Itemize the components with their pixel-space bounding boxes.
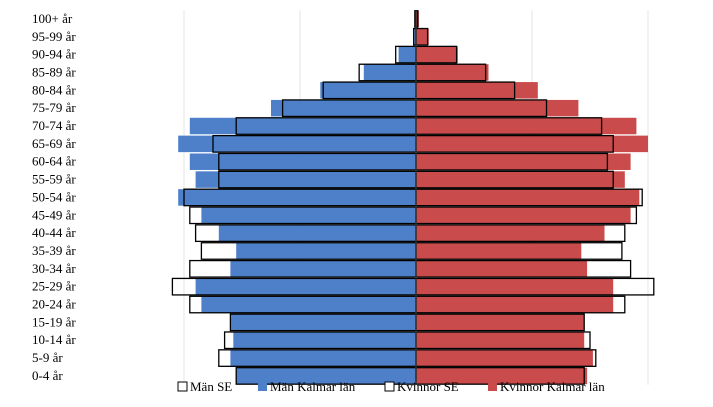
bar-män-kalmar-län — [178, 135, 416, 153]
bar-kvinnor-kalmar-län — [416, 331, 585, 349]
bar-män-kalmar-län — [363, 64, 416, 81]
tick-label: 75-79 år — [32, 100, 76, 115]
bar-män-kalmar-län — [201, 207, 416, 224]
bar-kvinnor-kalmar-län — [416, 367, 588, 385]
legend-swatch — [488, 382, 497, 391]
bar-kvinnor-kalmar-län — [416, 242, 582, 260]
bar-kvinnor-kalmar-län — [416, 189, 640, 206]
category-tick-labels: 0-4 år 5-9 år 10-14 år 15-19 år 20-24 år 25-2… — [32, 11, 76, 383]
tick-label: 20-24 år — [32, 297, 76, 312]
tick-label: 5-9 år — [32, 350, 63, 365]
bar-kvinnor-kalmar-län — [416, 153, 631, 170]
legend-label: Kvinnor SE — [397, 379, 459, 394]
bar-män-kalmar-län — [178, 189, 416, 206]
bar-kvinnor-kalmar-län — [416, 135, 648, 153]
tick-label: 80-84 år — [32, 82, 76, 97]
tick-label: 30-34 år — [32, 261, 76, 276]
bar-män-kalmar-län — [230, 260, 416, 278]
bar-män-kalmar-län — [201, 296, 416, 313]
bar-kvinnor-kalmar-län — [416, 171, 625, 188]
legend-label: Män SE — [190, 379, 232, 394]
bar-kvinnor-kalmar-län — [416, 260, 588, 278]
tick-label: 40-44 år — [32, 225, 76, 240]
bar-kvinnor-kalmar-län — [416, 28, 429, 46]
bar-kvinnor-kalmar-län — [416, 99, 579, 117]
bar-män-kalmar-län — [189, 117, 416, 135]
bar-män-kalmar-län — [230, 349, 416, 367]
bar-kvinnor-kalmar-län — [416, 349, 593, 367]
tick-label: 0-4 år — [32, 368, 63, 383]
tick-label: 50-54 år — [32, 189, 76, 204]
tick-label: 55-59 år — [32, 172, 76, 187]
bar-män-kalmar-län — [195, 278, 416, 295]
bar-män-kalmar-län — [218, 224, 416, 242]
bar-kvinnor-kalmar-län — [416, 207, 631, 224]
legend-label: Män Kalmar län — [270, 379, 356, 394]
bar-män-kalmar-län — [236, 242, 416, 260]
tick-label: 60-64 år — [32, 154, 76, 169]
tick-label: 35-39 år — [32, 243, 76, 258]
bar-kvinnor-kalmar-län — [416, 224, 605, 242]
bar-kvinnor-kalmar-län — [416, 46, 458, 63]
bar-kvinnor-kalmar-län — [416, 278, 614, 295]
legend-label: Kvinnor Kalmar län — [500, 379, 605, 394]
tick-label: 25-29 år — [32, 279, 76, 294]
legend-swatch — [258, 382, 267, 391]
legend-swatch — [384, 381, 395, 392]
bar-kvinnor-kalmar-län — [416, 82, 538, 99]
tick-label: 100+ år — [32, 11, 73, 26]
bar-män-kalmar-län — [230, 314, 416, 331]
bar-kvinnor-kalmar-län — [416, 117, 637, 135]
bars-group — [171, 10, 655, 385]
tick-label: 45-49 år — [32, 207, 76, 222]
bar-män-kalmar-län — [189, 153, 416, 170]
bar-män-kalmar-län — [414, 28, 416, 46]
bar-kvinnor-kalmar-län — [416, 314, 585, 331]
bar-män-kalmar-län — [195, 171, 416, 188]
tick-label: 95-99 år — [32, 29, 76, 44]
bar-kvinnor-kalmar-län — [416, 64, 489, 81]
tick-label: 70-74 år — [32, 118, 76, 133]
bar-män-kalmar-län — [271, 99, 416, 117]
tick-label: 85-89 år — [32, 64, 76, 79]
legend: Män SE Män Kalmar län Kvinnor SE Kvinnor Ka… — [177, 379, 605, 394]
tick-label: 90-94 år — [32, 47, 76, 62]
tick-label: 10-14 år — [32, 332, 76, 347]
bar-män-kalmar-län — [320, 82, 416, 99]
bar-män-kalmar-län — [398, 46, 416, 63]
legend-swatch — [177, 381, 188, 392]
bar-män-kalmar-län — [233, 331, 416, 349]
bar-kvinnor-kalmar-län — [416, 296, 614, 313]
tick-label: 15-19 år — [32, 314, 76, 329]
bar-män-kalmar-län — [236, 367, 416, 385]
tick-label: 65-69 år — [32, 136, 76, 151]
